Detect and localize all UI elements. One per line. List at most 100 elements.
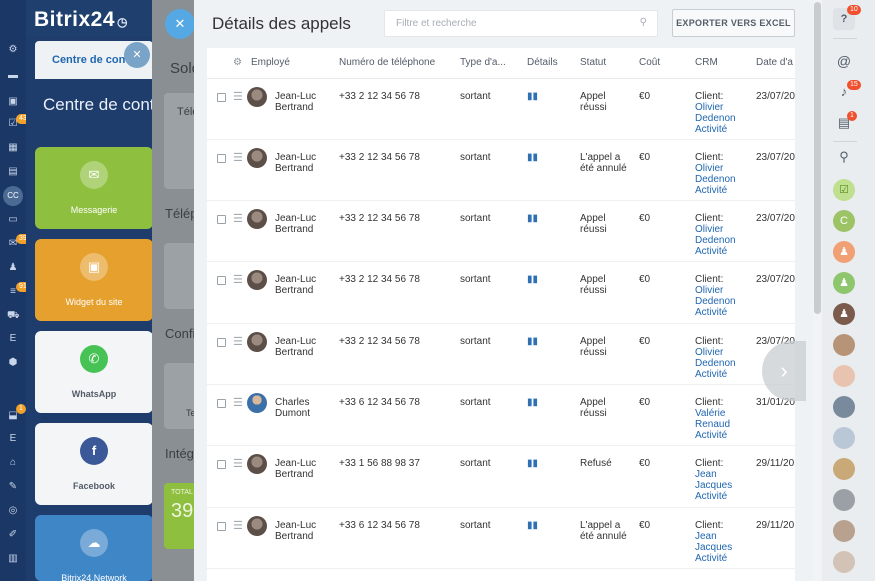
row-checkbox[interactable] xyxy=(217,215,226,225)
row-checkbox[interactable] xyxy=(217,398,226,408)
crm-activity-link[interactable]: Activité xyxy=(695,123,728,135)
close-slider-button[interactable]: ✕ xyxy=(165,9,195,39)
group-icon-2[interactable]: ♟ xyxy=(833,272,855,294)
sitemap-icon[interactable]: ⚙ xyxy=(8,44,18,55)
crm-contact-link[interactable]: Olivier Dedenon xyxy=(695,101,736,124)
column-header[interactable]: Type d'a... xyxy=(456,48,523,79)
drag-handle-icon[interactable]: ☰ xyxy=(233,335,243,348)
vertical-scrollbar[interactable] xyxy=(813,0,822,581)
search-input[interactable] xyxy=(385,11,625,36)
employee-name[interactable]: Jean-Luc Bertrand xyxy=(275,151,317,174)
drag-handle-icon[interactable]: ☰ xyxy=(233,213,243,226)
edit-icon[interactable]: ✐ xyxy=(8,529,18,540)
mail-icon[interactable]: ✉ xyxy=(8,238,18,249)
crm-contact-link[interactable]: Valérie Renaud xyxy=(695,407,731,430)
letter-e-item[interactable]: E xyxy=(9,333,17,344)
details-icon[interactable]: ▮▮ xyxy=(527,213,539,225)
crm-contact-link[interactable]: Olivier Dedenon xyxy=(695,285,736,308)
tasks-icon[interactable]: ☑ xyxy=(8,118,18,129)
details-icon[interactable]: ▮▮ xyxy=(527,151,539,163)
settings-header[interactable]: ⚙ xyxy=(229,48,247,79)
scroll-right-button[interactable]: › xyxy=(762,341,806,401)
row-checkbox[interactable] xyxy=(217,337,226,347)
employee-name[interactable]: Jean-Luc Bertrand xyxy=(275,274,317,297)
table-row[interactable]: ☰ Jean-Luc Bertrand +33 2 12 34 56 78 so… xyxy=(207,323,795,385)
chart-icon[interactable]: ▥ xyxy=(8,553,18,564)
user-avatar[interactable] xyxy=(833,396,855,418)
gear-icon[interactable]: ⚙ xyxy=(233,57,242,69)
user-avatar[interactable] xyxy=(833,458,855,480)
user-avatar[interactable] xyxy=(833,427,855,449)
column-header[interactable]: CRM xyxy=(691,48,752,79)
bank-icon[interactable]: ⌂ xyxy=(9,457,17,468)
contact-avatar[interactable]: C xyxy=(833,210,855,232)
calendar-icon[interactable]: ▦ xyxy=(8,142,18,153)
cart-icon[interactable]: ⛟ xyxy=(7,310,20,321)
crm-activity-link[interactable]: Activité xyxy=(695,429,728,441)
pen-icon[interactable]: ✎ xyxy=(8,481,18,492)
table-row[interactable]: ☰ Jean-Luc Bertrand +33 2 12 34 56 78 so… xyxy=(207,139,795,202)
crm-contact-link[interactable]: Jean Jacques xyxy=(695,530,733,553)
crm-activity-link[interactable]: Activité xyxy=(695,491,728,503)
table-row[interactable]: ☰ Charles Dumont +33 6 12 34 56 78 sorta… xyxy=(207,384,795,447)
row-checkbox[interactable] xyxy=(217,276,226,286)
crm-activity-link[interactable]: Activité xyxy=(695,246,728,258)
search-icon[interactable]: ⚲ xyxy=(839,149,849,164)
funnel-icon[interactable]: ≡ xyxy=(10,286,16,297)
details-icon[interactable]: ▮▮ xyxy=(527,396,539,408)
export-excel-button[interactable]: EXPORTER VERS EXCEL xyxy=(672,9,795,37)
drag-handle-icon[interactable]: ☰ xyxy=(233,396,243,409)
row-checkbox[interactable] xyxy=(217,153,226,163)
drive-icon[interactable]: ▭ xyxy=(8,214,18,225)
crm-contact-link[interactable]: Olivier Dedenon xyxy=(695,162,736,185)
table-row[interactable]: ☰ Jean-Luc Bertrand +33 6 12 34 56 78 so… xyxy=(207,507,795,569)
user-avatar[interactable] xyxy=(833,334,855,356)
user-avatar[interactable] xyxy=(833,489,855,511)
row-checkbox[interactable] xyxy=(217,521,226,531)
employee-name[interactable]: Jean-Luc Bertrand xyxy=(275,458,317,481)
tile-widget[interactable]: ▣ Widget du site xyxy=(35,239,153,321)
user-avatar[interactable] xyxy=(833,520,855,542)
column-header[interactable]: Date d'a xyxy=(752,48,795,79)
row-checkbox[interactable] xyxy=(217,92,226,102)
crm-activity-link[interactable]: Activité xyxy=(695,184,728,196)
group-icon[interactable]: ♟ xyxy=(833,241,855,263)
column-header[interactable]: Détails xyxy=(523,48,576,79)
crm-contact-link[interactable]: Jean Jacques xyxy=(695,469,733,492)
user-avatar[interactable] xyxy=(833,365,855,387)
letter-e-item-2[interactable]: E xyxy=(9,433,17,444)
drag-handle-icon[interactable]: ☰ xyxy=(233,519,243,532)
details-icon[interactable]: ▮▮ xyxy=(527,274,539,286)
crm-contact-link[interactable]: Olivier Dedenon xyxy=(695,224,736,247)
table-row[interactable]: ☰ Jean-Luc Bertrand +33 2 12 34 56 78 so… xyxy=(207,261,795,324)
document-icon[interactable]: ▤ xyxy=(8,166,18,177)
brand-logo[interactable]: Bitrix24 ◷ xyxy=(34,8,128,32)
crm-activity-link[interactable]: Activité xyxy=(695,552,728,564)
table-row[interactable]: ☰ Jean-Luc Bertrand +33 2 12 34 56 78 so… xyxy=(207,78,795,140)
table-row[interactable]: ☰ Jean-Luc Bertrand +33 1 56 88 98 37 so… xyxy=(207,445,795,508)
crm-contact-link[interactable]: Olivier Dedenon xyxy=(695,346,736,369)
drag-handle-icon[interactable]: ☰ xyxy=(233,90,243,103)
column-header[interactable]: Statut xyxy=(576,48,635,79)
at-sign-icon[interactable]: @ xyxy=(836,53,852,69)
drag-handle-icon[interactable]: ☰ xyxy=(233,458,243,471)
table-row[interactable]: ☰ Jean-Luc Bertrand +33 2 12 34 56 78 so… xyxy=(207,200,795,263)
employee-name[interactable]: Jean-Luc Bertrand xyxy=(275,519,317,542)
users-icon[interactable]: ♟ xyxy=(8,262,18,273)
tile-messagerie[interactable]: ✉ Messagerie xyxy=(35,147,153,229)
clock-icon[interactable]: ◷ xyxy=(117,15,129,29)
search-icon[interactable]: ⚲ xyxy=(639,17,647,28)
group-icon-3[interactable]: ♟ xyxy=(833,303,855,325)
bell-icon[interactable]: ♪ xyxy=(840,84,848,99)
tile-facebook[interactable]: f Facebook xyxy=(35,423,153,505)
messages-icon[interactable]: ▣ xyxy=(8,96,18,107)
chat-icon[interactable]: ▬ xyxy=(8,70,18,81)
details-icon[interactable]: ▮▮ xyxy=(527,519,539,531)
avatar[interactable]: CC xyxy=(3,186,23,206)
row-checkbox[interactable] xyxy=(217,460,226,470)
tile-whatsapp[interactable]: ✆ WhatsApp xyxy=(35,331,153,413)
drag-handle-icon[interactable]: ☰ xyxy=(233,151,243,164)
column-header[interactable]: Coût xyxy=(635,48,691,79)
employee-name[interactable]: Jean-Luc Bertrand xyxy=(275,335,317,358)
tile-network[interactable]: ☁ Bitrix24.Network xyxy=(35,515,153,581)
